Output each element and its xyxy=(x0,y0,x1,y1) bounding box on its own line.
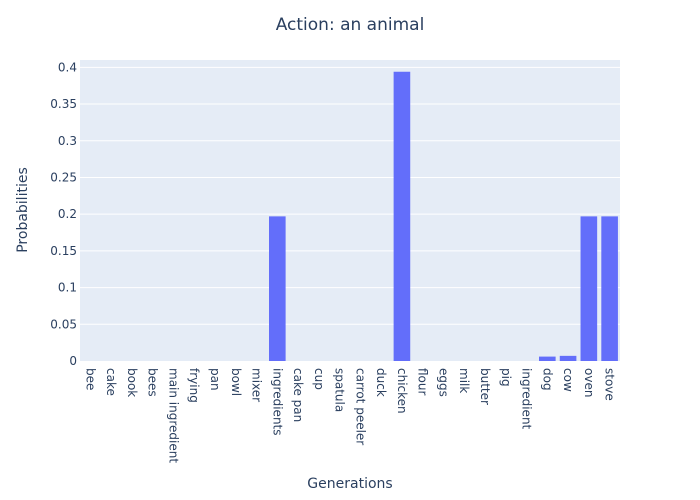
x-tick-label: cup xyxy=(312,368,326,390)
y-tick-label: 0.25 xyxy=(50,170,77,184)
x-tick-label: main ingredient xyxy=(166,368,180,463)
bar-stove xyxy=(601,216,618,361)
y-tick-label: 0.2 xyxy=(58,207,77,221)
x-tick-label: pan xyxy=(208,368,222,391)
y-tick-label: 0.1 xyxy=(58,281,77,295)
x-tick-label: cake pan xyxy=(291,368,305,422)
x-tick-label: mixer xyxy=(250,368,264,402)
x-tick-label: ingredient xyxy=(520,368,534,430)
x-tick-label: spatula xyxy=(333,368,347,412)
x-tick-label: pig xyxy=(499,368,513,387)
bar-cow xyxy=(559,355,577,361)
bar-oven xyxy=(580,216,598,361)
x-tick-label: dog xyxy=(540,368,554,391)
x-tick-label: bowl xyxy=(229,368,243,396)
y-tick-label: 0.15 xyxy=(50,244,77,258)
x-tick-label: cow xyxy=(561,368,575,392)
x-tick-label: carrot peeler xyxy=(353,368,367,445)
bar-ingredients xyxy=(269,216,286,361)
x-tick-label: butter xyxy=(478,368,492,405)
x-tick-label: chicken xyxy=(395,368,409,414)
y-tick-label: 0.4 xyxy=(58,60,77,74)
x-tick-label: stove xyxy=(603,368,617,401)
y-tick-label: 0 xyxy=(69,354,77,368)
gridlines xyxy=(80,66,620,325)
x-tick-label: milk xyxy=(457,368,471,393)
bar-chicken xyxy=(393,71,411,361)
x-axis-title: Generations xyxy=(307,476,392,492)
x-tick-label: duck xyxy=(374,368,388,397)
y-axis-ticks: 0 0.05 0.1 0.15 0.2 0.25 0.3 0.35 0.4 xyxy=(50,60,77,368)
x-tick-label: book xyxy=(125,368,139,397)
bars xyxy=(269,71,618,361)
x-tick-label: bee xyxy=(83,368,97,390)
x-tick-label: bees xyxy=(146,368,160,397)
chart-title: Action: an animal xyxy=(276,15,425,35)
y-tick-label: 0.05 xyxy=(50,317,77,331)
bar-dog xyxy=(539,356,556,361)
x-axis-ticks: bee cake book bees main ingredient frying pan b… xyxy=(83,368,616,463)
x-tick-label: oven xyxy=(582,368,596,397)
x-tick-label: frying xyxy=(187,368,201,403)
y-tick-label: 0.3 xyxy=(58,134,77,148)
y-tick-label: 0.35 xyxy=(50,97,77,111)
x-tick-label: flour xyxy=(416,368,430,396)
x-tick-label: eggs xyxy=(436,368,450,397)
plot-background xyxy=(80,60,620,361)
x-tick-label: ingredients xyxy=(270,368,284,436)
x-tick-label: cake xyxy=(104,368,118,396)
y-axis-title: Probabilities xyxy=(15,167,31,253)
